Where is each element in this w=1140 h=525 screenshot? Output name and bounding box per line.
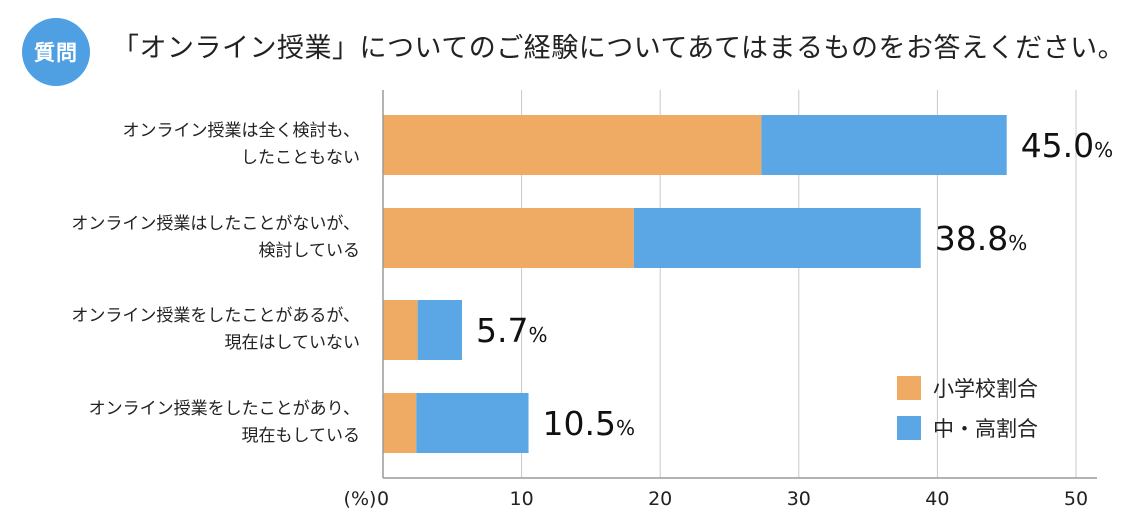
legend-label-secondary: 中・高割合 (933, 417, 1038, 441)
question-badge: 質問 (22, 18, 90, 86)
legend: 小学校割合 中・高割合 (897, 368, 1038, 448)
total-label-row4: 10.5% (543, 404, 636, 443)
total-value-row1: 45.0 (1021, 126, 1094, 165)
bar-row1-series2 (761, 115, 1007, 175)
total-unit-row2: % (1008, 231, 1027, 255)
category-label-row3-line2: 現在はしていない (224, 333, 361, 353)
x-tick-label-40: 40 (925, 488, 949, 510)
x-axis: 0 10 20 30 40 50 (%) (344, 90, 1097, 510)
total-label-row2: 38.8% (935, 219, 1028, 258)
x-tick-label-20: 20 (648, 488, 672, 510)
category-label-row2-line1: オンライン授業はしたことがないが、 (71, 214, 360, 234)
category-label-row1: オンライン授業は全く検討も、したこともない (123, 118, 361, 172)
category-label-row2-line2: 検討している (258, 241, 361, 261)
bar-row2-series2 (633, 208, 921, 268)
category-label-row1-line1: オンライン授業は全く検討も、 (122, 121, 361, 141)
legend-swatch-secondary (897, 416, 921, 440)
category-label-row4-line2: 現在もしている (241, 426, 361, 446)
x-tick-label-50: 50 (1064, 488, 1088, 510)
legend-item-secondary: 中・高割合 (897, 408, 1038, 448)
category-label-row3: オンライン授業をしたことがあるが、現在はしていない (71, 303, 360, 357)
bar-row4-series1 (383, 393, 417, 453)
legend-swatch-elementary (897, 376, 921, 400)
total-value-row3: 5.7 (476, 311, 528, 350)
total-unit-row1: % (1094, 138, 1113, 162)
category-label-row3-line1: オンライン授業をしたことがあるが、 (71, 306, 360, 326)
total-label-row3: 5.7% (476, 311, 548, 350)
bar-row2-series1 (383, 208, 634, 268)
legend-label-elementary: 小学校割合 (933, 377, 1038, 401)
bar-row4-series2 (416, 393, 529, 453)
x-tick-label-10: 10 (510, 488, 534, 510)
question-header: 質問 「オンライン授業」についてのご経験についてあてはまるものをお答えください。 (0, 0, 1140, 86)
legend-item-elementary: 小学校割合 (897, 368, 1038, 408)
x-tick-label-0: 0 (377, 488, 389, 510)
x-tick-label-30: 30 (787, 488, 811, 510)
total-value-row4: 10.5 (543, 404, 616, 443)
total-label-row1: 45.0% (1021, 126, 1113, 165)
bar-row3-series2 (417, 300, 463, 360)
bars (383, 115, 1007, 453)
total-labels: 45.0%38.8%5.7%10.5% (476, 126, 1113, 443)
total-unit-row4: % (616, 416, 635, 440)
category-label-row4: オンライン授業をしたことがあり、現在もしている (89, 396, 360, 450)
total-value-row2: 38.8 (935, 219, 1008, 258)
question-text: 「オンライン授業」についてのご経験についてあてはまるものをお答えください。 (112, 33, 1126, 64)
bar-row1-series1 (383, 115, 762, 175)
bar-row3-series1 (383, 300, 418, 360)
total-unit-row3: % (528, 323, 547, 347)
category-label-row2: オンライン授業はしたことがないが、検討している (71, 211, 360, 265)
category-label-row4-line1: オンライン授業をしたことがあり、 (88, 399, 360, 419)
category-label-row1-line2: したこともない (241, 148, 360, 168)
x-axis-unit-label: (%) (344, 488, 377, 510)
